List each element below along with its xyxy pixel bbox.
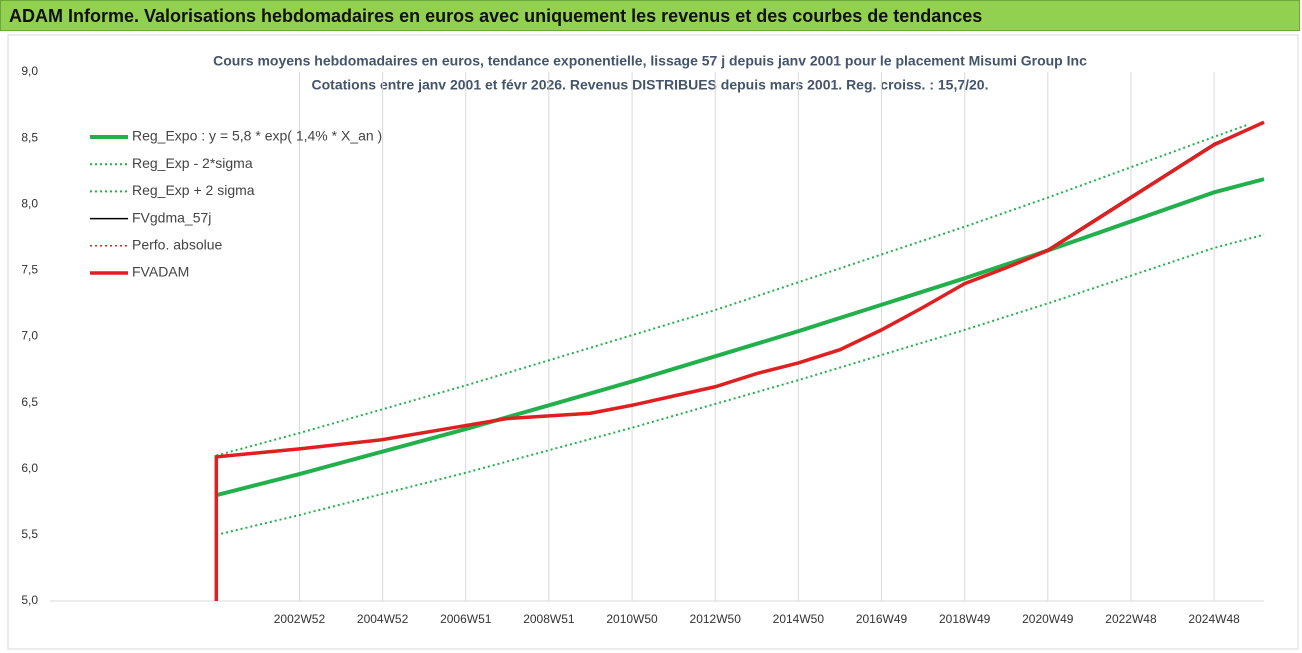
y-tick-label: 7,5 (21, 263, 38, 277)
x-tick-label: 2018W49 (939, 612, 991, 626)
x-tick-label: 2022W48 (1105, 612, 1157, 626)
x-tick-label: 2002W52 (274, 612, 326, 626)
x-tick-label: 2012W50 (690, 612, 742, 626)
series-line (214, 120, 1265, 601)
y-tick-label: 6,5 (21, 395, 38, 409)
y-tick-label: 6,0 (21, 461, 38, 475)
chart-frame (7, 34, 1299, 650)
y-tick-label: 8,0 (21, 196, 38, 210)
header-title: ADAM Informe. Valorisations hebdomadaire… (0, 0, 1300, 31)
series-line (215, 177, 1265, 498)
legend-label: Perfo. absolue (132, 237, 222, 253)
chart-title: Cours moyens hebdomadaires en euros, ten… (213, 53, 1087, 69)
x-tick-label: 2024W48 (1188, 612, 1240, 626)
x-tick-label: 2006W51 (440, 612, 492, 626)
chart-subtitle: Cotations entre janv 2001 et févr 2026. … (312, 77, 989, 93)
legend-label: FVgdma_57j (132, 209, 211, 225)
legend-label: Reg_Exp - 2*sigma (132, 155, 253, 171)
y-tick-label: 9,0 (21, 64, 38, 78)
legend-label: Reg_Expo : y = 5,8 * exp( 1,4% * X_an ) (132, 128, 382, 144)
x-tick-label: 2014W50 (773, 612, 825, 626)
legend-label: Reg_Exp + 2 sigma (132, 182, 255, 198)
chart: Cours moyens hebdomadaires en euros, ten… (7, 34, 1299, 650)
y-tick-label: 5,5 (21, 527, 38, 541)
legend-label: FVADAM (132, 264, 189, 280)
y-tick-label: 7,0 (21, 329, 38, 343)
y-tick-label: 8,5 (21, 130, 38, 144)
y-tick-label: 5,0 (21, 593, 38, 607)
x-tick-label: 2004W52 (357, 612, 409, 626)
x-tick-label: 2020W49 (1022, 612, 1074, 626)
x-tick-label: 2016W49 (856, 612, 908, 626)
x-tick-label: 2008W51 (523, 612, 575, 626)
series-line (216, 233, 1265, 536)
x-tick-label: 2010W50 (606, 612, 658, 626)
